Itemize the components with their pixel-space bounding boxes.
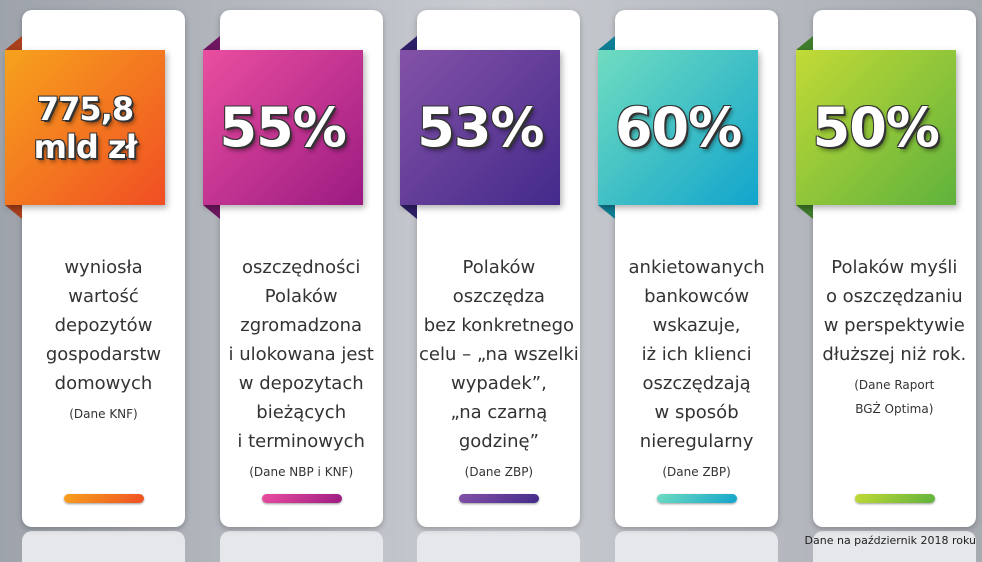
ribbon-fold: [202, 36, 220, 50]
description-line: wartość: [68, 286, 139, 307]
source: (Dane ZBP): [615, 460, 778, 484]
source-line: (Dane ZBP): [662, 465, 731, 479]
description-line: oszczędza: [452, 286, 545, 307]
card: 55% oszczędności Polaków zgromadzona i uloko…: [202, 10, 383, 527]
accent-bar: [459, 494, 540, 503]
description-line: godzinę”: [458, 431, 539, 452]
source-line: (Dane KNF): [69, 407, 138, 421]
value-text: 50%: [812, 95, 940, 159]
description-line: w sposób: [654, 402, 739, 423]
description-line: i terminowych: [237, 431, 365, 452]
description-line: bieżących: [256, 402, 347, 423]
ribbon-fold: [5, 205, 22, 219]
description-line: depozytów: [54, 315, 153, 336]
source: (Dane KNF): [22, 402, 185, 426]
card: 50% Polaków myśli o oszczędzaniu w perspekt…: [795, 10, 976, 527]
description-line: w depozytach: [238, 373, 364, 394]
value-box: 53%: [400, 50, 561, 205]
description-line: nieregularny: [639, 431, 754, 452]
description: Polaków oszczędza bez konkretnego celu – „n…: [417, 253, 580, 484]
card-shadow: [812, 531, 976, 562]
description-line: wskazuje,: [652, 315, 741, 336]
value-text: 775,8: [36, 89, 134, 128]
card-shadow: [417, 531, 581, 562]
ribbon-fold: [5, 36, 22, 50]
value-box: 60%: [598, 50, 759, 205]
source: (Dane ZBP): [417, 460, 580, 484]
value-text: 60%: [614, 95, 742, 159]
description-line: wyniosła: [64, 257, 143, 278]
accent-bar: [64, 494, 144, 503]
description-line: celu – „na wszelki: [419, 344, 579, 365]
value-text: mld zł: [33, 127, 138, 166]
ribbon-fold: [598, 36, 616, 50]
description: oszczędności Polaków zgromadzona i ulokowan…: [220, 253, 383, 484]
description-line: i ulokowana jest: [228, 344, 374, 365]
card-shadow: [219, 531, 383, 562]
description-line: bez konkretnego: [423, 315, 575, 336]
card-shadow: [22, 531, 185, 562]
description-line: gospodarstw: [45, 344, 162, 365]
description: wyniosła wartość depozytów gospodarstw domow…: [22, 253, 185, 426]
card: 775,8 mld zł wyniosła wartość depozytów gospo…: [5, 10, 185, 527]
ribbon-fold: [598, 205, 616, 219]
card: 53% Polaków oszczędza bez konkretnego celu –…: [400, 10, 581, 527]
description-line: oszczędzają: [642, 373, 751, 394]
description-line: bankowców: [644, 286, 750, 307]
description-line: zgromadzona: [240, 315, 363, 336]
description-line: Polaków: [264, 286, 338, 307]
card-shadow: [615, 531, 779, 562]
source-line: (Dane ZBP): [464, 465, 534, 479]
card: 60% ankietowanych bankowców wskazuje, iż ich…: [598, 10, 779, 527]
value-text: 55%: [219, 95, 347, 159]
description-line: o oszczędzaniu: [825, 286, 963, 307]
description-line: domowych: [54, 373, 153, 394]
footer-note: Dane na październik 2018 roku: [804, 534, 976, 547]
accent-bar: [854, 494, 935, 503]
source: (Dane NBP i KNF): [220, 460, 383, 484]
value-box: 55%: [202, 50, 363, 205]
description: Polaków myśli o oszczędzaniu w perspektywi…: [813, 253, 976, 421]
description-line: wypadek”,: [450, 373, 547, 394]
ribbon-fold: [795, 205, 813, 219]
description-line: iż ich klienci: [641, 344, 752, 365]
description-line: ankietowanych: [628, 257, 765, 278]
source: (Dane Raport BGŻ Optima): [813, 373, 976, 421]
accent-bar: [657, 494, 738, 503]
ribbon-fold: [202, 205, 220, 219]
description-line: oszczędności: [241, 257, 361, 278]
accent-bar: [261, 494, 342, 503]
source-line: (Dane Raport: [854, 378, 935, 392]
ribbon-fold: [400, 36, 418, 50]
value-box: 50%: [795, 50, 956, 205]
description-line: w perspektywie: [823, 315, 965, 336]
source-line: (Dane NBP i KNF): [249, 465, 354, 479]
source-line: BGŻ Optima): [855, 402, 934, 416]
description-line: Polaków myśli: [831, 257, 958, 278]
description: ankietowanych bankowców wskazuje, iż ich kl…: [615, 253, 778, 484]
value-text: 53%: [417, 95, 544, 159]
description-line: „na czarną: [450, 402, 548, 423]
description-line: dłuższej niż rok.: [822, 344, 967, 365]
ribbon-fold: [400, 205, 418, 219]
value-box: 775,8 mld zł: [5, 50, 165, 205]
ribbon-fold: [795, 36, 813, 50]
description-line: Polaków: [462, 257, 536, 278]
